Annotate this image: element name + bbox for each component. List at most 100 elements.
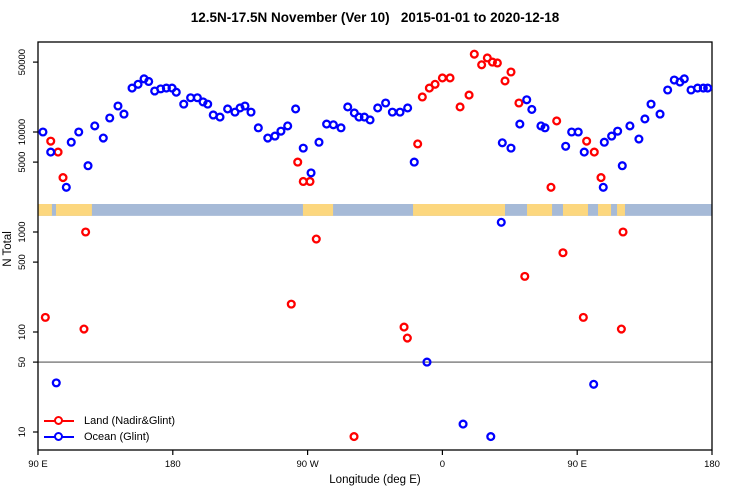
land-data-point [514,98,524,108]
ocean-data-point [144,76,154,87]
land-data-point [464,90,474,100]
land-data-point [492,58,502,68]
x-tick-label: 90 E [28,459,48,470]
land-data-point [477,60,487,70]
map-band-land-segment [617,204,625,216]
land-data-point [455,102,465,112]
land-data-point [506,67,516,77]
ocean-data-point [365,115,375,125]
land-data-point [469,49,479,59]
land-data-point [81,227,91,237]
x-tick-label: 180 [704,459,720,470]
legend-label-ocean: Ocean (Glint) [84,431,150,443]
ocean-data-point [409,157,419,167]
ocean-data-point [703,83,713,93]
ocean-data-point [270,131,280,141]
ocean-data-point [598,182,608,192]
ocean-data-point [298,143,308,153]
y-tick-label: 50 [17,357,28,368]
legend-label-land: Land (Nadir&Glint) [84,415,176,427]
ocean-data-point [422,357,432,367]
land-data-point [552,116,562,126]
land-data-point [578,312,588,322]
y-tick-label: 1000 [17,221,28,242]
land-data-point [286,299,296,309]
land-data-point [500,76,510,86]
ocean-data-point [634,134,644,144]
x-axis-title: Longitude (deg E) [329,474,421,486]
ocean-data-point [291,104,301,114]
y-tick-label: 5000 [17,152,28,173]
ocean-data-point [66,137,76,147]
ocean-data-point [133,79,143,89]
x-tick-label: 90 W [297,459,319,470]
ocean-data-point [613,126,623,136]
ocean-data-point [283,121,293,131]
land-circle-icon [54,416,63,425]
ocean-data-point [90,121,100,131]
ocean-data-point [561,141,571,151]
map-band-land-segment [562,204,588,216]
ocean-data-point [663,85,673,95]
map-band-land-segment [527,204,553,216]
ocean-data-point [276,126,286,136]
ocean-data-point [46,147,56,157]
x-tick-label: 180 [165,459,181,470]
y-tick-label: 50000 [17,49,28,75]
plot-frame [37,41,713,451]
ocean-data-point [679,74,689,84]
map-band-land-segment [413,204,506,216]
land-data-point [40,312,50,322]
map-band-land-segment [302,204,334,216]
ocean-data-point [589,379,599,389]
ocean-data-point [314,137,324,147]
ocean-data-point [215,112,225,122]
land-symbol-icon [44,416,74,426]
land-data-point [616,324,626,334]
ocean-data-point [540,123,550,133]
ocean-data-point [253,123,263,133]
ocean-data-point [527,104,537,115]
land-data-point [53,147,63,157]
land-data-point [46,136,56,146]
y-tick-label: 10 [17,427,28,438]
ocean-data-point [395,107,405,117]
ocean-data-point [617,161,627,171]
ocean-data-point [506,143,516,153]
land-data-point [349,432,359,442]
ocean-data-point [497,138,507,148]
ocean-data-point [496,217,506,227]
ocean-data-point [373,103,383,113]
land-data-point [589,147,599,157]
ocean-data-point [240,101,250,111]
ocean-data-point [381,98,391,108]
land-data-point [79,324,89,334]
map-band-land-segment [55,204,92,216]
land-data-point [430,79,440,89]
land-data-point [596,173,606,183]
legend: Land (Nadir&Glint) Ocean (Glint) [44,413,175,445]
land-data-point [437,73,447,83]
ocean-data-point [607,131,617,141]
ocean-data-point [336,123,346,133]
ocean-data-point [223,104,233,114]
ocean-data-point [105,113,115,123]
ocean-data-point [171,87,181,97]
ocean-data-point [83,161,93,171]
legend-item-ocean: Ocean (Glint) [44,429,175,445]
land-data-point [311,234,321,244]
land-data-point [402,333,412,343]
map-band-ocean [38,204,712,216]
land-data-point [305,176,315,187]
ocean-data-point [61,182,71,192]
land-data-point [582,136,592,146]
land-data-point [558,248,568,258]
land-data-point [546,182,556,192]
map-band-land-segment [38,204,52,216]
ocean-data-point [306,168,316,178]
ocean-data-point [113,101,123,111]
ocean-data-point [246,107,256,117]
ocean-data-point [343,102,353,112]
ocean-data-point [179,99,189,109]
